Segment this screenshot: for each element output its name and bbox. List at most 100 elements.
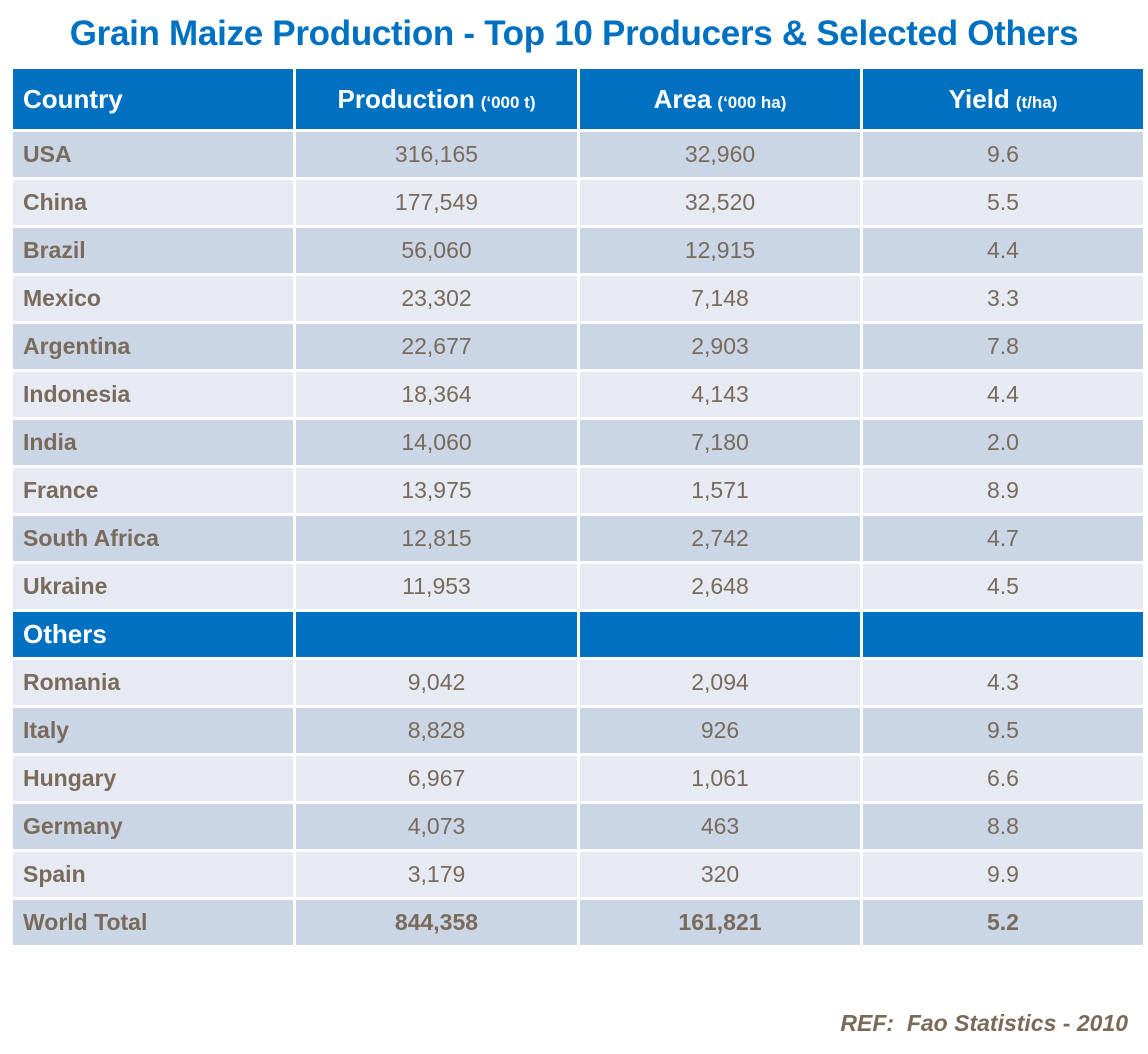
total-area-cell: 161,821 [577,897,863,948]
area-cell: 1,061 [577,753,863,804]
yield-cell: 9.5 [860,705,1146,756]
country-cell: Romania [10,657,296,708]
others-header-cell [293,609,580,660]
country-cell: South Africa [10,513,296,564]
table-row: Ukraine 11,953 2,648 4.5 [10,561,1146,612]
area-cell: 2,648 [577,561,863,612]
production-cell: 6,967 [293,753,580,804]
production-cell: 9,042 [293,657,580,708]
yield-cell: 3.3 [860,273,1146,324]
area-cell: 12,915 [577,225,863,276]
country-cell: China [10,177,296,228]
country-cell: Argentina [10,321,296,372]
production-cell: 14,060 [293,417,580,468]
country-cell: Germany [10,801,296,852]
area-cell: 32,520 [577,177,863,228]
area-cell: 1,571 [577,465,863,516]
table-row: Brazil 56,060 12,915 4.4 [10,225,1146,276]
country-header-label: Country [23,83,123,114]
maize-production-table: Country Production (‘000 t) Area (‘000 ha)… [10,66,1146,948]
area-unit: (‘000 ha) [717,92,787,112]
area-cell: 2,742 [577,513,863,564]
yield-cell: 4.3 [860,657,1146,708]
production-unit: (‘000 t) [480,92,536,112]
table-row: USA 316,165 32,960 9.6 [10,129,1146,180]
country-cell: India [10,417,296,468]
table-row: South Africa 12,815 2,742 4.7 [10,513,1146,564]
production-cell: 4,073 [293,801,580,852]
production-cell: 56,060 [293,225,580,276]
production-cell: 12,815 [293,513,580,564]
production-cell: 177,549 [293,177,580,228]
page-title: Grain Maize Production - Top 10 Producer… [69,14,1079,53]
yield-header-label: Yield [948,83,1010,114]
country-cell: Ukraine [10,561,296,612]
area-cell: 926 [577,705,863,756]
table-row: Mexico 23,302 7,148 3.3 [10,273,1146,324]
total-production-cell: 844,358 [293,897,580,948]
total-yield-cell: 5.2 [860,897,1146,948]
production-cell: 18,364 [293,369,580,420]
table-row: Germany 4,073 463 8.8 [10,801,1146,852]
column-header-yield: Yield (t/ha) [860,66,1146,132]
table-row: China 177,549 32,520 5.5 [10,177,1146,228]
world-total-row: World Total 844,358 161,821 5.2 [10,897,1146,948]
reference-note: REF: Fao Statistics - 2010 [840,1010,1128,1036]
country-cell: Hungary [10,753,296,804]
production-cell: 23,302 [293,273,580,324]
area-cell: 463 [577,801,863,852]
yield-cell: 6.6 [860,753,1146,804]
area-cell: 320 [577,849,863,900]
column-header-area: Area (‘000 ha) [577,66,863,132]
yield-cell: 4.7 [860,513,1146,564]
yield-cell: 5.5 [860,177,1146,228]
area-header-label: Area [653,83,712,114]
yield-unit: (t/ha) [1015,92,1058,112]
country-cell: Spain [10,849,296,900]
production-header-label: Production [337,83,475,114]
country-cell: USA [10,129,296,180]
area-cell: 32,960 [577,129,863,180]
others-label: Others [10,609,296,660]
others-header-row: Others [10,609,1146,660]
area-cell: 7,148 [577,273,863,324]
yield-cell: 4.4 [860,225,1146,276]
total-section: World Total 844,358 161,821 5.2 [10,897,1146,948]
area-cell: 2,094 [577,657,863,708]
yield-cell: 7.8 [860,321,1146,372]
country-cell: Mexico [10,273,296,324]
country-cell: Italy [10,705,296,756]
table-row: Spain 3,179 320 9.9 [10,849,1146,900]
production-cell: 316,165 [293,129,580,180]
country-cell: France [10,465,296,516]
production-cell: 22,677 [293,321,580,372]
column-header-country: Country [10,66,296,132]
table-row: Romania 9,042 2,094 4.3 [10,657,1146,708]
column-header-production: Production (‘000 t) [293,66,580,132]
total-country-cell: World Total [10,897,296,948]
yield-cell: 4.4 [860,369,1146,420]
others-section-header: Others [10,609,1146,660]
others-header-cell [577,609,863,660]
area-cell: 7,180 [577,417,863,468]
production-cell: 11,953 [293,561,580,612]
table-header-row: Country Production (‘000 t) Area (‘000 ha)… [10,66,1146,132]
yield-cell: 8.9 [860,465,1146,516]
area-cell: 2,903 [577,321,863,372]
table-row: Hungary 6,967 1,061 6.6 [10,753,1146,804]
country-cell: Indonesia [10,369,296,420]
yield-cell: 8.8 [860,801,1146,852]
others-header-cell [860,609,1146,660]
table-row: Argentina 22,677 2,903 7.8 [10,321,1146,372]
table-row: India 14,060 7,180 2.0 [10,417,1146,468]
area-cell: 4,143 [577,369,863,420]
table-row: Indonesia 18,364 4,143 4.4 [10,369,1146,420]
production-cell: 13,975 [293,465,580,516]
top10-section: USA 316,165 32,960 9.6 China 177,549 32,520 5.5… [10,129,1146,612]
yield-cell: 4.5 [860,561,1146,612]
yield-cell: 9.6 [860,129,1146,180]
production-cell: 8,828 [293,705,580,756]
country-cell: Brazil [10,225,296,276]
yield-cell: 2.0 [860,417,1146,468]
table-row: Italy 8,828 926 9.5 [10,705,1146,756]
